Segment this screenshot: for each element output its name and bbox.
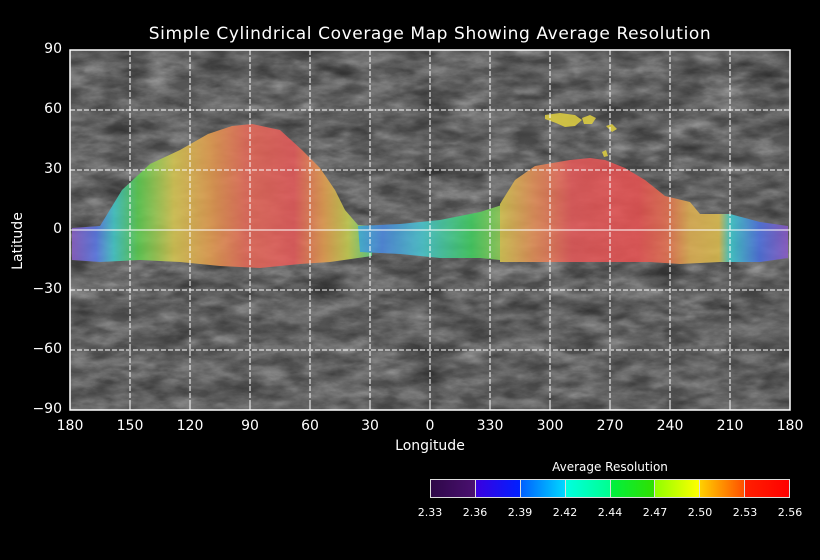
legend-title: Average Resolution (552, 460, 668, 474)
y-axis-title: Latitude (10, 212, 26, 270)
y-tick-label: −60 (32, 341, 62, 357)
chart-title: Simple Cylindrical Coverage Map Showing … (148, 24, 712, 44)
colorbar-tick-label: 2.33 (417, 506, 443, 519)
colorbar-segment (610, 480, 656, 497)
colorbar-segment (475, 480, 521, 497)
y-tick-label: 90 (44, 41, 62, 57)
x-tick-label: 180 (56, 418, 84, 434)
x-tick-label: 210 (716, 418, 744, 434)
colorbar-segment (565, 480, 611, 497)
colorbar-tick-label: 2.50 (687, 506, 713, 519)
colorbar-segment (655, 480, 701, 497)
coverage-overlay (72, 113, 788, 268)
colorbar-segment (745, 480, 789, 497)
x-tick-label: 330 (476, 418, 504, 434)
y-tick-label: −90 (32, 401, 62, 417)
colorbar-segment (431, 480, 476, 497)
colorbar-segment (520, 480, 566, 497)
colorbar (430, 479, 790, 498)
y-tick-label: 30 (44, 161, 62, 177)
colorbar-tick-label: 2.36 (462, 506, 488, 519)
x-tick-label: 300 (536, 418, 564, 434)
coverage-west-lobe (72, 124, 372, 268)
colorbar-tick-label: 2.56 (777, 506, 803, 519)
colorbar-tick-label: 2.39 (507, 506, 533, 519)
x-tick-label: 120 (176, 418, 204, 434)
x-tick-label: 270 (596, 418, 624, 434)
x-tick-label: 180 (776, 418, 804, 434)
colorbar-tick-label: 2.42 (552, 506, 578, 519)
y-tick-label: 60 (44, 101, 62, 117)
coverage-patch (582, 115, 596, 124)
y-tick-label: 0 (53, 221, 62, 237)
coverage-patch (545, 113, 582, 127)
x-tick-label: 90 (241, 418, 259, 434)
coverage-patch (602, 150, 608, 157)
x-tick-label: 0 (425, 418, 435, 434)
x-tick-label: 150 (116, 418, 144, 434)
colorbar-tick-label: 2.44 (597, 506, 623, 519)
colorbar-tick-label: 2.47 (642, 506, 668, 519)
colorbar-tick-label: 2.53 (732, 506, 758, 519)
x-tick-label: 240 (656, 418, 684, 434)
y-tick-label: −30 (32, 281, 62, 297)
coverage-east-lobe (500, 158, 788, 264)
x-tick-label: 30 (361, 418, 379, 434)
coverage-patch (606, 124, 617, 132)
colorbar-segment (700, 480, 746, 497)
x-axis-title: Longitude (395, 438, 465, 454)
x-tick-label: 60 (301, 418, 319, 434)
coverage-equatorial-band (358, 200, 520, 262)
